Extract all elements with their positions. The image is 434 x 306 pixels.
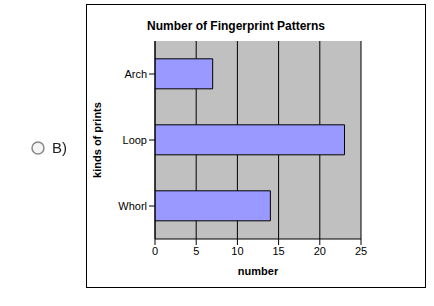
svg-text:15: 15	[272, 245, 284, 257]
svg-text:10: 10	[231, 245, 243, 257]
html-text:B): B)	[52, 139, 67, 156]
svg-text:Whorl: Whorl	[118, 200, 147, 212]
svg-text:kinds of prints: kinds of prints	[91, 102, 103, 178]
svg-text:number: number	[238, 265, 279, 277]
svg-text:0: 0	[152, 245, 158, 257]
svg-text:5: 5	[193, 245, 199, 257]
svg-text:Arch: Arch	[124, 68, 147, 80]
html-text:Number of Fingerprint Patterns: Number of Fingerprint Patterns	[147, 19, 325, 33]
svg-text:20: 20	[314, 245, 326, 257]
svg-text:Loop: Loop	[123, 134, 147, 146]
svg-text:25: 25	[355, 245, 367, 257]
